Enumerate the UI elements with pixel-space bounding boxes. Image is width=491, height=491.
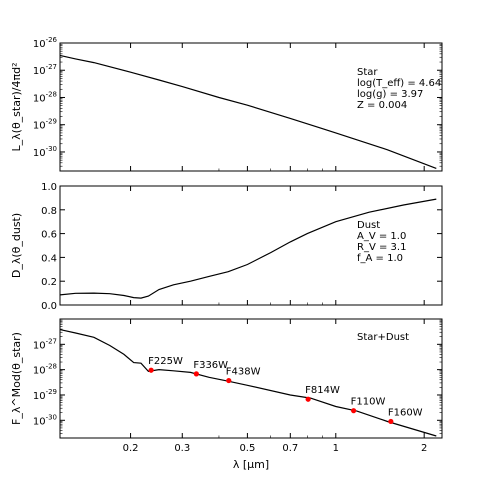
x-tick-label: 1 (333, 443, 339, 454)
y-tick-label: 10-28 (33, 363, 57, 377)
y-tick-label: 0.4 (41, 253, 57, 264)
annotation: Star (357, 67, 378, 78)
y-tick-label: 10-30 (33, 413, 57, 427)
y-tick-label: 0.8 (41, 206, 57, 217)
filter-label: F110W (351, 397, 386, 408)
y-axis-title: L_λ(θ_star)/4πd² (10, 63, 23, 152)
y-tick-label: 10-30 (33, 145, 57, 159)
y-tick-label: 10-28 (33, 90, 57, 104)
filter-point (305, 396, 311, 402)
series-line-combined (59, 329, 437, 437)
x-tick-label: 0.7 (282, 443, 298, 454)
y-tick-label: 10-29 (33, 388, 57, 402)
annotation: f_A = 1.0 (357, 253, 403, 264)
x-axis-title: λ [μm] (233, 458, 269, 471)
annotation: log(T_eff) = 4.64 (357, 78, 441, 89)
x-tick-label: 2 (421, 443, 427, 454)
y-tick-label: 10-29 (33, 118, 57, 132)
plot-frame (59, 185, 443, 306)
annotation: R_V = 3.1 (357, 242, 406, 253)
series-line-dust (59, 198, 437, 299)
filter-label: F814W (305, 385, 340, 396)
y-tick-label: 10-27 (33, 337, 57, 351)
annotation: A_V = 1.0 (357, 231, 406, 242)
filter-label: F438W (226, 367, 261, 378)
series-line-star (59, 54, 437, 169)
plot-frame (59, 318, 443, 439)
filter-point (388, 418, 394, 425)
filter-label: F160W (388, 407, 423, 418)
y-tick-label: 10-26 (33, 36, 58, 50)
y-tick-label: 0.6 (41, 230, 57, 241)
filter-point (351, 408, 357, 414)
y-axis-title: D_λ(θ_dust) (10, 213, 23, 278)
filter-point (193, 371, 199, 377)
y-tick-label: 1.0 (41, 182, 57, 193)
filter-label: F225W (148, 356, 183, 367)
x-tick-label: 0.3 (174, 443, 190, 454)
x-tick-label: 0.2 (123, 443, 139, 454)
annotation: log(g) = 3.97 (357, 89, 423, 100)
filter-point (148, 367, 154, 373)
y-tick-label: 0.2 (41, 277, 57, 288)
plot-frame (59, 42, 443, 172)
annotation: Star+Dust (357, 332, 409, 343)
annotation: Dust (357, 220, 380, 231)
x-tick-label: 0.5 (239, 443, 255, 454)
panel-star: 10-26 10-27 10-28 10-29 10-30 Starlog(T_eff) … (10, 36, 443, 172)
filter-label: F336W (193, 360, 228, 371)
y-tick-label: 10-27 (33, 63, 57, 77)
y-tick-label: 0.0 (41, 301, 57, 312)
filter-point (226, 377, 232, 384)
y-axis-title: F_λ^Mod(θ_star) (10, 332, 23, 425)
annotation: Z = 0.004 (357, 100, 407, 111)
